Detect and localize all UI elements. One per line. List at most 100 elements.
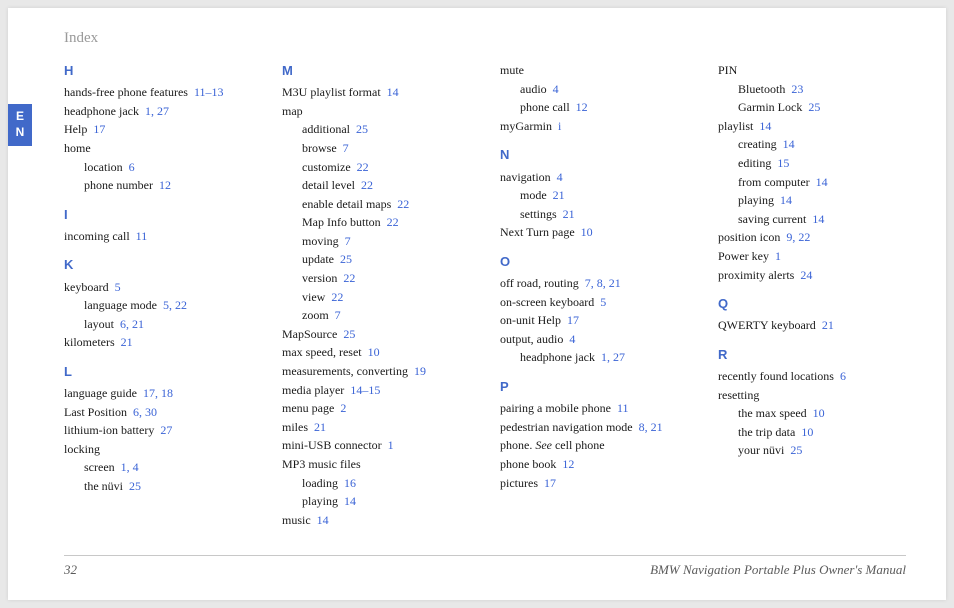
page-ref[interactable]: 14 — [344, 494, 356, 508]
page-ref[interactable]: 25 — [790, 443, 802, 457]
section-letter: M — [282, 61, 470, 81]
index-entry: Help 17 — [64, 120, 252, 139]
page-ref[interactable]: 17, 18 — [143, 386, 173, 400]
page-ref[interactable]: 7 — [343, 141, 349, 155]
page-ref[interactable]: i — [558, 119, 561, 133]
page-ref[interactable]: 8, 21 — [639, 420, 663, 434]
index-col-4: PINBluetooth 23Garmin Lock 25playlist 14… — [718, 61, 906, 529]
page-ref[interactable]: 4 — [569, 332, 575, 346]
page-ref[interactable]: 5 — [115, 280, 121, 294]
section-letter: L — [64, 362, 252, 382]
page-ref[interactable]: 7 — [335, 308, 341, 322]
page-ref[interactable]: 1, 4 — [121, 460, 139, 474]
page-ref[interactable]: 5, 22 — [163, 298, 187, 312]
index-entry: music 14 — [282, 511, 470, 530]
index-col-3: muteaudio 4phone call 12myGarmin iNnavig… — [500, 61, 688, 529]
index-entry: myGarmin i — [500, 117, 688, 136]
page-ref[interactable]: 27 — [160, 423, 172, 437]
page-ref[interactable]: 21 — [314, 420, 326, 434]
page-ref[interactable]: 17 — [567, 313, 579, 327]
page-ref[interactable]: 9, 22 — [786, 230, 810, 244]
page-ref[interactable]: 17 — [93, 122, 105, 136]
page-ref[interactable]: 16 — [344, 476, 356, 490]
index-entry: Power key 1 — [718, 247, 906, 266]
index-entry: media player 14–15 — [282, 381, 470, 400]
page-ref[interactable]: 14 — [812, 212, 824, 226]
page-ref[interactable]: 14 — [317, 513, 329, 527]
page-ref[interactable]: 22 — [361, 178, 373, 192]
index-subentry: Garmin Lock 25 — [718, 98, 906, 117]
index-subentry: the max speed 10 — [718, 404, 906, 423]
page-ref[interactable]: 19 — [414, 364, 426, 378]
page-ref[interactable]: 14 — [759, 119, 771, 133]
page-ref[interactable]: 7, 8, 21 — [585, 276, 621, 290]
page-ref[interactable]: 22 — [387, 215, 399, 229]
page-ref[interactable]: 1, 27 — [145, 104, 169, 118]
index-entry: M3U playlist format 14 — [282, 83, 470, 102]
lang-tab-letter-e: E — [16, 109, 24, 125]
page-ref[interactable]: 14–15 — [350, 383, 380, 397]
page-ref[interactable]: 10 — [813, 406, 825, 420]
page-ref[interactable]: 11 — [617, 401, 629, 415]
page-ref[interactable]: 21 — [553, 188, 565, 202]
page-ref[interactable]: 4 — [553, 82, 559, 96]
page-ref[interactable]: 17 — [544, 476, 556, 490]
index-subentry: view 22 — [282, 288, 470, 307]
see-reference: See — [535, 438, 552, 452]
index-entry: miles 21 — [282, 418, 470, 437]
page-ref[interactable]: 1 — [388, 438, 394, 452]
index-subentry: phone call 12 — [500, 98, 688, 117]
page-ref[interactable]: 6, 30 — [133, 405, 157, 419]
page-ref[interactable]: 14 — [780, 193, 792, 207]
page-ref[interactable]: 10 — [368, 345, 380, 359]
index-entry: hands-free phone features 11–13 — [64, 83, 252, 102]
page-ref[interactable]: 6, 21 — [120, 317, 144, 331]
lang-tab-letter-n: N — [16, 125, 25, 141]
page-ref[interactable]: 12 — [562, 457, 574, 471]
section-letter: I — [64, 205, 252, 225]
page-ref[interactable]: 25 — [343, 327, 355, 341]
page-ref[interactable]: 22 — [357, 160, 369, 174]
page-ref[interactable]: 6 — [129, 160, 135, 174]
page-ref[interactable]: 5 — [600, 295, 606, 309]
page-header: Index — [64, 30, 906, 47]
page-ref[interactable]: 11 — [136, 229, 148, 243]
index-entry: max speed, reset 10 — [282, 343, 470, 362]
manual-title: BMW Navigation Portable Plus Owner's Man… — [650, 562, 906, 578]
index-entry: measurements, converting 19 — [282, 362, 470, 381]
page-ref[interactable]: 6 — [840, 369, 846, 383]
page-ref[interactable]: 22 — [331, 290, 343, 304]
page-ref[interactable]: 14 — [816, 175, 828, 189]
section-letter: Q — [718, 294, 906, 314]
page-ref[interactable]: 25 — [808, 100, 820, 114]
page-ref[interactable]: 1, 27 — [601, 350, 625, 364]
page-ref[interactable]: 14 — [387, 85, 399, 99]
page-ref[interactable]: 22 — [343, 271, 355, 285]
page-ref[interactable]: 1 — [775, 249, 781, 263]
index-entry: QWERTY keyboard 21 — [718, 316, 906, 335]
page-ref[interactable]: 21 — [822, 318, 834, 332]
page-ref[interactable]: 21 — [563, 207, 575, 221]
page-ref[interactable]: 10 — [801, 425, 813, 439]
index-subentry: your nüvi 25 — [718, 441, 906, 460]
page-ref[interactable]: 25 — [356, 122, 368, 136]
page-ref[interactable]: 15 — [777, 156, 789, 170]
page-ref[interactable]: 14 — [783, 137, 795, 151]
page-ref[interactable]: 25 — [340, 252, 352, 266]
page-ref[interactable]: 22 — [397, 197, 409, 211]
index-columns: Hhands-free phone features 11–13headphon… — [64, 61, 906, 529]
page-ref[interactable]: 21 — [121, 335, 133, 349]
index-col-1: Hhands-free phone features 11–13headphon… — [64, 61, 252, 529]
page-ref[interactable]: 4 — [557, 170, 563, 184]
page-ref[interactable]: 12 — [576, 100, 588, 114]
page-ref[interactable]: 11–13 — [194, 85, 224, 99]
page-ref[interactable]: 10 — [581, 225, 593, 239]
page-ref[interactable]: 25 — [129, 479, 141, 493]
page-ref[interactable]: 2 — [340, 401, 346, 415]
index-entry: mini-USB connector 1 — [282, 436, 470, 455]
index-subentry: playing 14 — [718, 191, 906, 210]
page-ref[interactable]: 24 — [800, 268, 812, 282]
page-ref[interactable]: 12 — [159, 178, 171, 192]
page-ref[interactable]: 7 — [345, 234, 351, 248]
page-ref[interactable]: 23 — [791, 82, 803, 96]
